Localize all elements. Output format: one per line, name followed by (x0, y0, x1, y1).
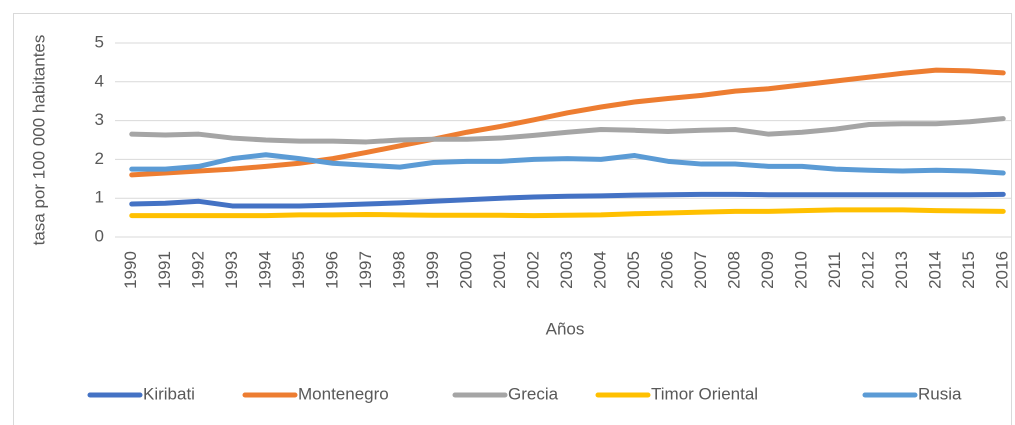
x-tick-label: 2004 (591, 251, 610, 289)
x-tick-label: 2016 (993, 251, 1012, 289)
x-tick-label: 1994 (255, 251, 274, 289)
x-tick-label: 2011 (825, 252, 844, 289)
x-tick-label: 1991 (155, 251, 174, 289)
x-tick-label: 2013 (892, 251, 911, 289)
y-tick-label: 4 (95, 71, 104, 90)
y-tick-label: 2 (95, 149, 104, 168)
y-tick-label: 5 (95, 32, 104, 51)
x-tick-label: 2010 (792, 251, 811, 289)
x-tick-label: 1993 (222, 251, 241, 289)
x-tick-label: 1990 (121, 251, 140, 289)
x-tick-label: 2000 (456, 251, 475, 289)
x-tick-label: 1997 (356, 251, 375, 289)
x-tick-label: 2014 (926, 251, 945, 289)
x-tick-label: 1992 (188, 251, 207, 289)
legend-label: Rusia (918, 384, 962, 403)
x-tick-label: 1996 (322, 251, 341, 289)
x-tick-label: 2005 (624, 251, 643, 289)
series-line (129, 67, 1006, 178)
x-axis-title: Años (546, 319, 585, 338)
x-tick-label: 2006 (658, 251, 677, 289)
x-tick-label: 2007 (691, 251, 710, 289)
y-tick-label: 3 (95, 110, 104, 129)
series-line (129, 207, 1006, 219)
chart-border (13, 13, 1012, 425)
y-tick-label: 0 (95, 226, 104, 245)
x-tick-label: 2002 (523, 251, 542, 289)
series-line (129, 152, 1006, 176)
legend-label: Kiribati (143, 384, 195, 403)
series-line (129, 191, 1006, 209)
x-tick-label: 2001 (490, 251, 509, 289)
x-tick-label: 2015 (959, 251, 978, 289)
x-tick-label: 1999 (423, 251, 442, 289)
x-tick-label: 2009 (758, 251, 777, 289)
series-line (129, 116, 1006, 145)
x-tick-label: 2003 (557, 251, 576, 289)
legend-label: Timor Oriental (651, 384, 758, 403)
legend-label: Grecia (508, 384, 559, 403)
y-axis-title: tasa por 100 000 habitantes (29, 35, 48, 246)
x-tick-label: 2012 (859, 251, 878, 289)
y-tick-label: 1 (95, 188, 104, 207)
x-tick-label: 1998 (389, 251, 408, 289)
legend-label: Montenegro (298, 384, 389, 403)
x-tick-label: 1995 (289, 251, 308, 289)
x-tick-label: 2008 (725, 251, 744, 289)
